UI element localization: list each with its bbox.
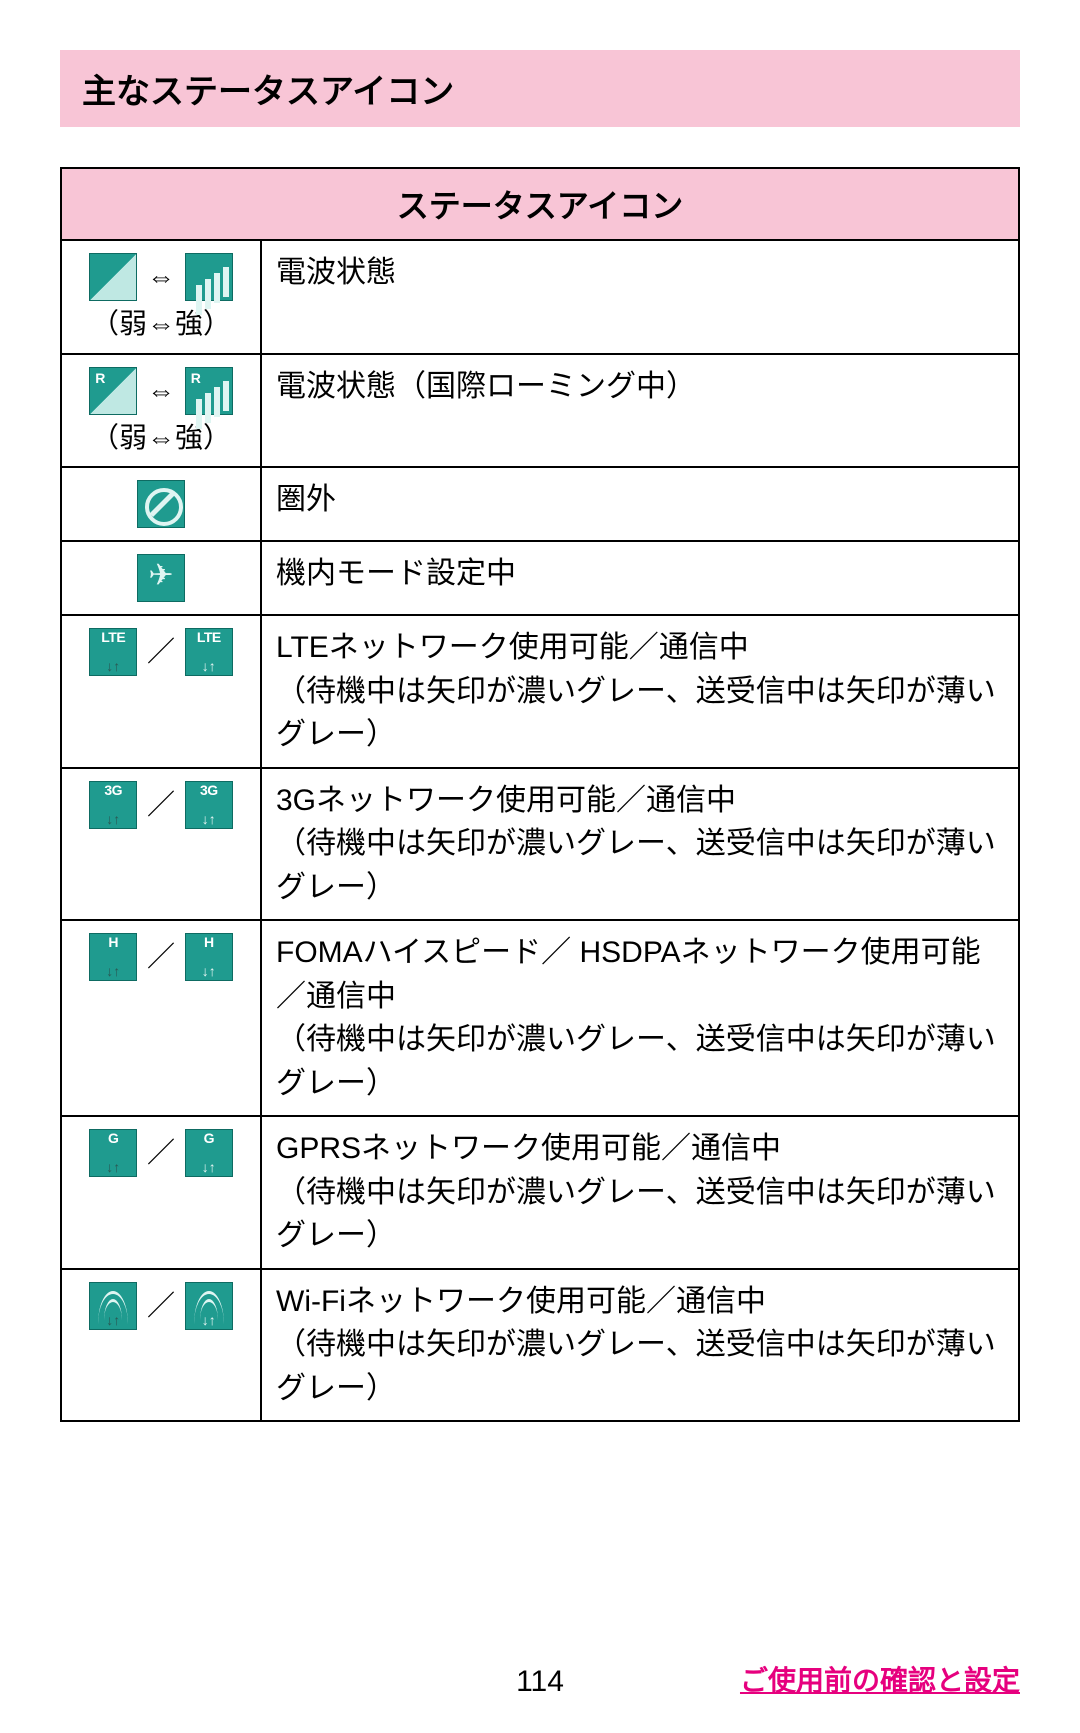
- signal-strong-icon: [185, 253, 233, 301]
- row-description: FOMAハイスピード／ HSDPAネットワーク使用可能／通信中（待機中は矢印が濃…: [261, 920, 1019, 1116]
- table-row: H↓↑ ／ H↓↑ FOMAハイスピード／ HSDPAネットワーク使用可能／通信…: [61, 920, 1019, 1116]
- page-title: 主なステータスアイコン: [60, 50, 1020, 127]
- lte-active-icon: LTE↓↑: [185, 628, 233, 676]
- row-description: Wi-Fiネットワーク使用可能／通信中（待機中は矢印が濃いグレー、送受信中は矢印…: [261, 1269, 1019, 1422]
- row-description: 圏外: [261, 467, 1019, 541]
- row-description: GPRSネットワーク使用可能／通信中（待機中は矢印が濃いグレー、送受信中は矢印が…: [261, 1116, 1019, 1269]
- lte-idle-icon: LTE↓↑: [89, 628, 137, 676]
- table-row: 3G↓↑ ／ 3G↓↑ 3Gネットワーク使用可能／通信中（待機中は矢印が濃いグレ…: [61, 768, 1019, 921]
- roaming-signal-strong-icon: [185, 367, 233, 415]
- table-row: ⇔ （弱⇔強） 電波状態: [61, 240, 1019, 354]
- row-description: 電波状態: [261, 240, 1019, 354]
- gprs-idle-icon: G↓↑: [89, 1129, 137, 1177]
- gprs-active-icon: G↓↑: [185, 1129, 233, 1177]
- airplane-mode-icon: [137, 554, 185, 602]
- table-row: ↓↑ ／ ↓↑ Wi-Fiネットワーク使用可能／通信中（待機中は矢印が濃いグレー…: [61, 1269, 1019, 1422]
- table-row: G↓↑ ／ G↓↑ GPRSネットワーク使用可能／通信中（待機中は矢印が濃いグレ…: [61, 1116, 1019, 1269]
- separator: ／: [147, 1289, 175, 1323]
- separator: ／: [147, 1136, 175, 1170]
- wifi-idle-icon: ↓↑: [89, 1282, 137, 1330]
- table-row: ⇔ （弱⇔強） 電波状態（国際ローミング中）: [61, 354, 1019, 468]
- separator: ／: [147, 788, 175, 822]
- separator: ／: [147, 635, 175, 669]
- hsdpa-active-icon: H↓↑: [185, 933, 233, 981]
- signal-weak-icon: [89, 253, 137, 301]
- separator: ⇔: [147, 374, 175, 408]
- status-icon-table: ステータスアイコン ⇔ （弱⇔強） 電波状態 ⇔ （弱⇔強）: [60, 167, 1020, 1422]
- table-row: 機内モード設定中: [61, 541, 1019, 615]
- roaming-signal-weak-icon: [89, 367, 137, 415]
- separator: ／: [147, 940, 175, 974]
- 3g-active-icon: 3G↓↑: [185, 781, 233, 829]
- wifi-active-icon: ↓↑: [185, 1282, 233, 1330]
- row-description: 電波状態（国際ローミング中）: [261, 354, 1019, 468]
- table-row: 圏外: [61, 467, 1019, 541]
- row-description: LTEネットワーク使用可能／通信中（待機中は矢印が濃いグレー、送受信中は矢印が薄…: [261, 615, 1019, 768]
- hsdpa-idle-icon: H↓↑: [89, 933, 137, 981]
- separator: ⇔: [147, 260, 175, 294]
- row-description: 機内モード設定中: [261, 541, 1019, 615]
- 3g-idle-icon: 3G↓↑: [89, 781, 137, 829]
- icon-subtext: （弱⇔強）: [68, 421, 254, 455]
- footer-section-link[interactable]: ご使用前の確認と設定: [740, 1659, 1020, 1699]
- table-row: LTE↓↑ ／ LTE↓↑ LTEネットワーク使用可能／通信中（待機中は矢印が濃…: [61, 615, 1019, 768]
- no-signal-icon: [137, 480, 185, 528]
- row-description: 3Gネットワーク使用可能／通信中（待機中は矢印が濃いグレー、送受信中は矢印が薄い…: [261, 768, 1019, 921]
- icon-subtext: （弱⇔強）: [68, 307, 254, 341]
- table-header: ステータスアイコン: [61, 168, 1019, 240]
